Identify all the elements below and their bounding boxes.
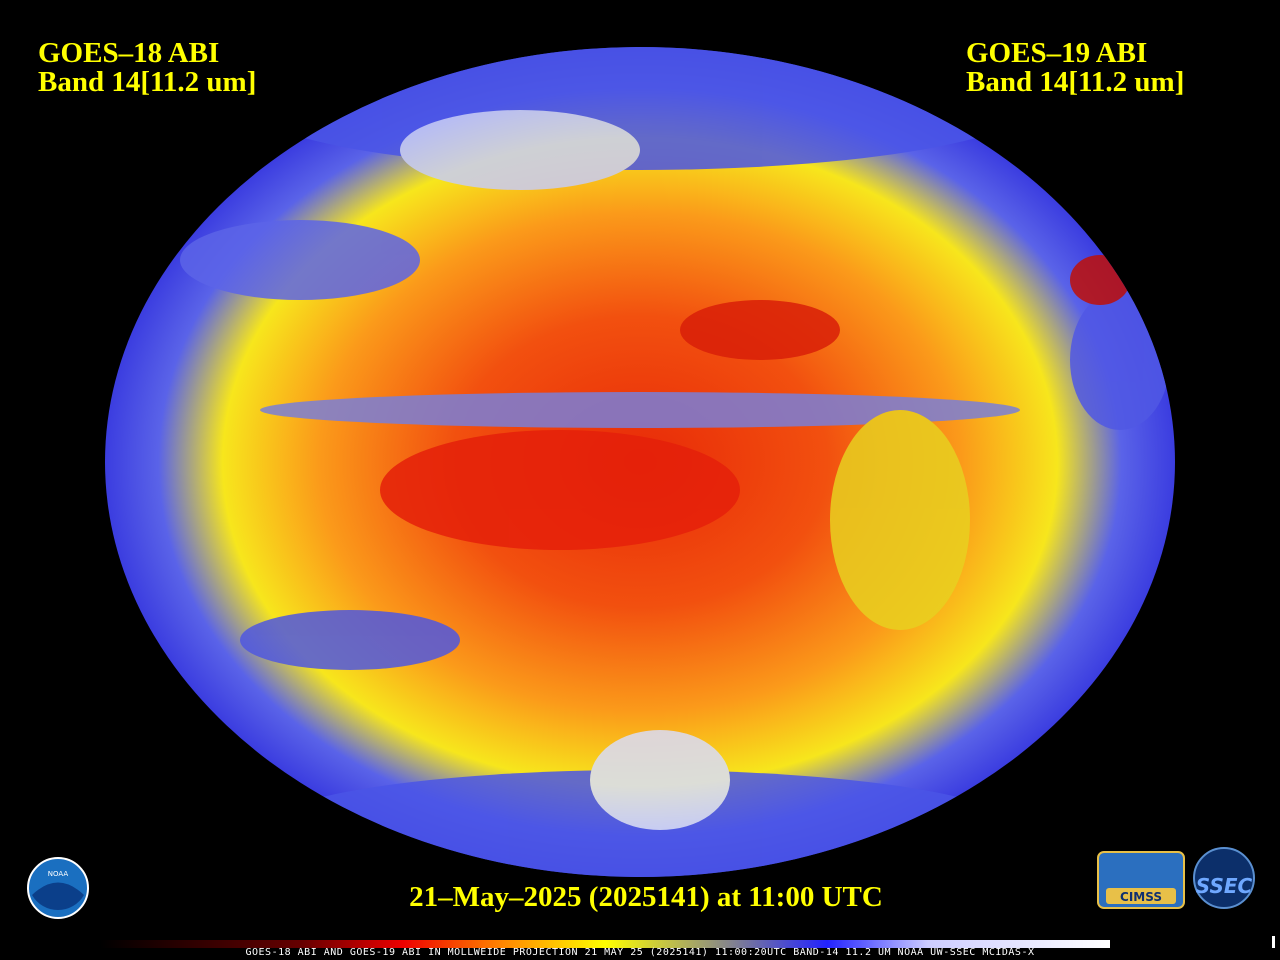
noaa-logo: NOAA <box>27 857 89 919</box>
earth-disk <box>105 47 1175 877</box>
noaa-label: NOAA <box>48 870 69 878</box>
color-bar <box>100 940 1110 948</box>
ssec-logo: SSEC <box>1193 847 1255 909</box>
cimss-label: CIMSS <box>1120 890 1162 904</box>
ssec-label: SSEC <box>1196 874 1253 898</box>
left-band: Band 14[11.2 um] <box>38 66 256 98</box>
date-caption: 21–May–2025 (2025141) at 11:00 UTC <box>409 881 883 913</box>
cimss-logo: CIMSS <box>1097 851 1185 909</box>
right-satellite: GOES–19 ABI <box>966 37 1147 69</box>
right-band: Band 14[11.2 um] <box>966 66 1184 98</box>
left-satellite: GOES–18 ABI <box>38 37 219 69</box>
footer-text: GOES-18 ABI AND GOES-19 ABI IN MOLLWEIDE… <box>246 947 1035 958</box>
corner-tick <box>1272 936 1275 948</box>
